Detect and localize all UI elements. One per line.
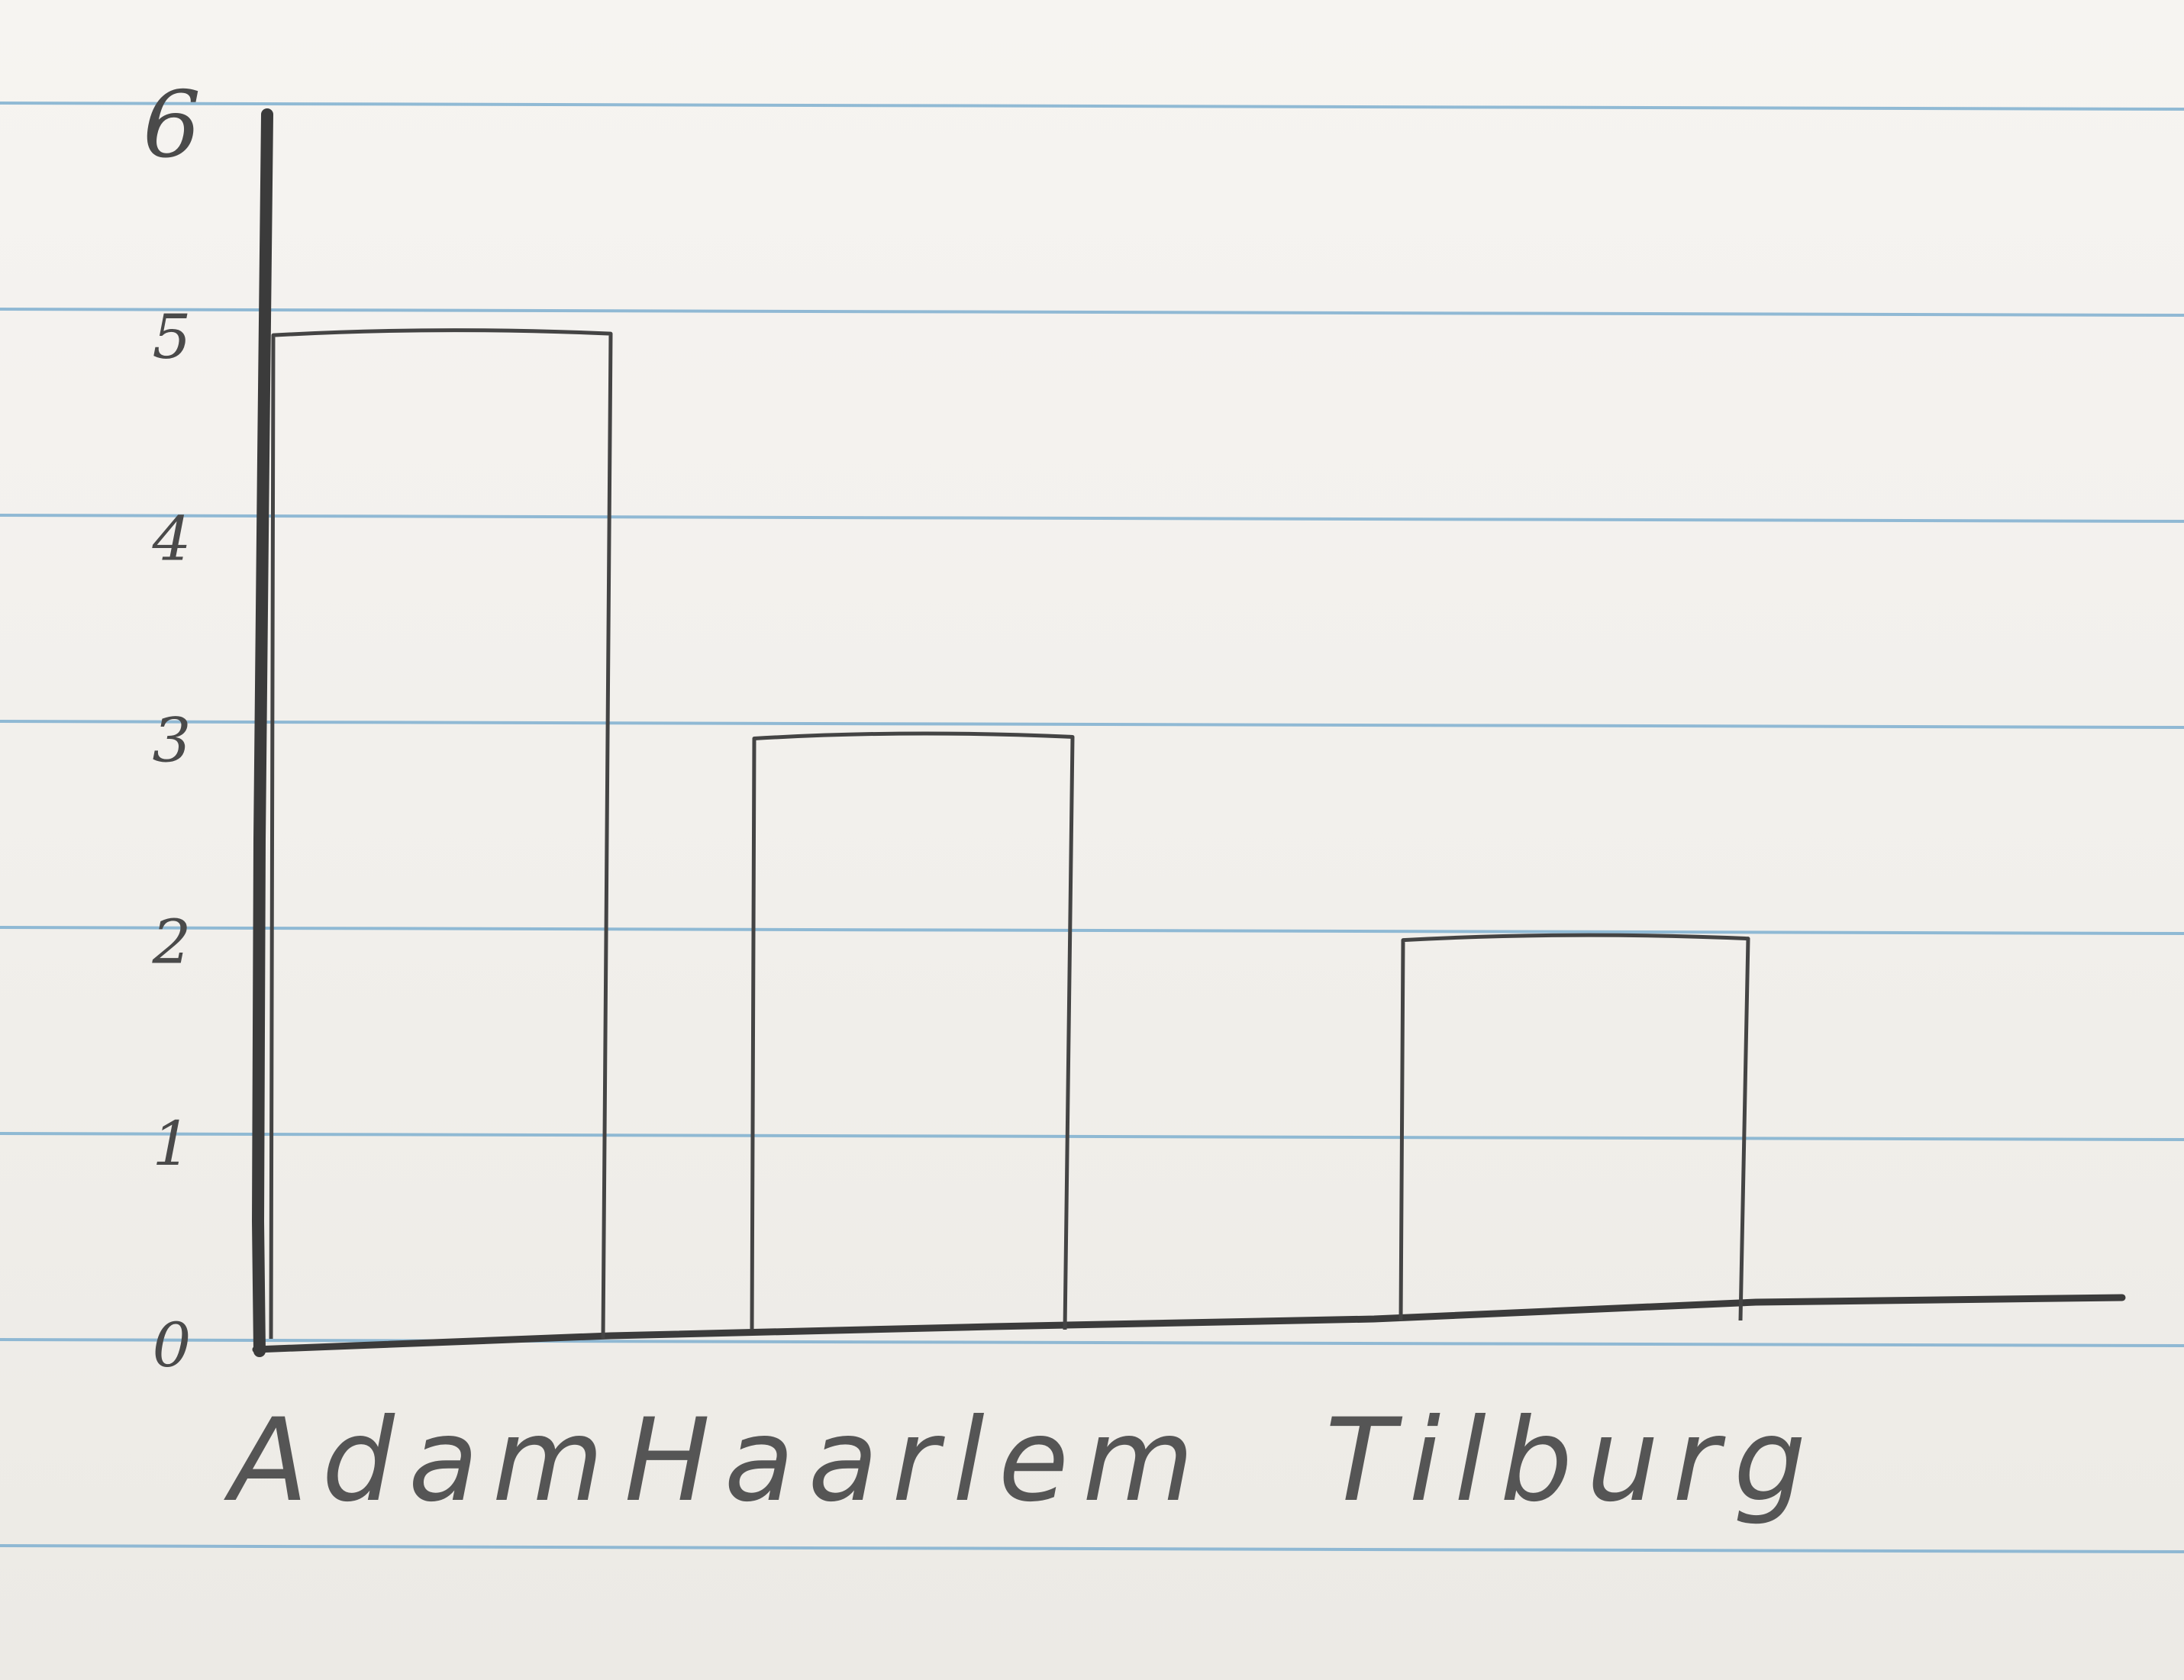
- bars: [269, 328, 1750, 1340]
- ruled-line: [0, 1132, 2184, 1141]
- bar-tilburg: [1398, 933, 1750, 1321]
- ruled-line: [0, 1338, 2184, 1347]
- y-tick-label: 0: [153, 1310, 192, 1381]
- ruled-line: [0, 720, 2184, 729]
- y-tick-label: 5: [153, 301, 192, 372]
- bar-adam: [269, 328, 613, 1340]
- ruled-line: [0, 102, 2184, 111]
- y-axis-line: [251, 108, 273, 1357]
- y-tick-label: 2: [152, 907, 192, 978]
- category-label: Adam: [224, 1395, 618, 1527]
- ruled-line: [0, 926, 2184, 935]
- ruled-line: [0, 514, 2184, 523]
- ruled-line: [0, 308, 2184, 317]
- y-tick-label: 4: [152, 503, 192, 574]
- y-tick-label: 1: [153, 1108, 192, 1179]
- category-labels: Adam Haarlem Tilburg: [224, 1395, 1820, 1527]
- category-label: Haarlem: [624, 1395, 1208, 1527]
- chart-axes: [251, 108, 2126, 1357]
- category-label: Tilburg: [1325, 1395, 1820, 1527]
- ruled-line: [0, 1544, 2184, 1553]
- ruled-lines: [0, 102, 2184, 1553]
- x-axis-line: [252, 1294, 2126, 1353]
- y-tick-labels: 0 1 2 3 4 5 6: [143, 73, 201, 1381]
- y-tick-label: 3: [153, 705, 192, 776]
- bar-haarlem: [750, 731, 1075, 1330]
- y-tick-label: 6: [143, 73, 201, 179]
